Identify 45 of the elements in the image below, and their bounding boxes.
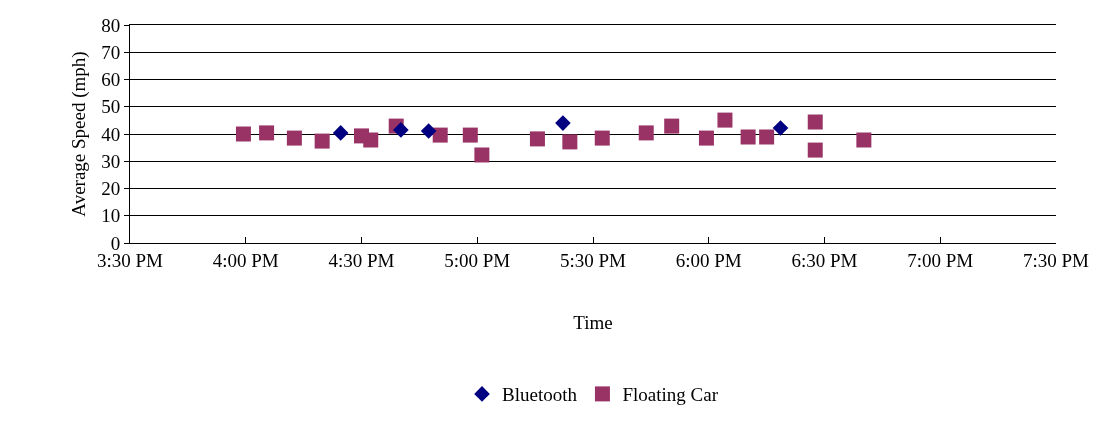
y-tick-label: 10	[101, 205, 121, 227]
x-tick-label: 7:00 PM	[907, 249, 974, 271]
y-tick-label: 20	[101, 178, 121, 200]
point	[856, 132, 872, 148]
point	[562, 134, 578, 150]
point	[432, 127, 448, 143]
legend-label: Bluetooth	[502, 384, 578, 406]
point	[286, 130, 302, 146]
point	[555, 115, 571, 131]
x-tick-label: 4:00 PM	[212, 249, 279, 271]
point	[420, 123, 437, 139]
point	[638, 125, 654, 141]
point	[363, 132, 379, 148]
y-tick-label: 80	[101, 14, 121, 36]
x-tick-label: 7:30 PM	[1023, 249, 1090, 271]
x-tick-label: 5:00 PM	[444, 249, 511, 271]
point	[235, 126, 251, 142]
legend-label: Floating Car	[622, 384, 719, 406]
point	[594, 130, 610, 146]
point	[393, 122, 409, 138]
y-tick-label: 30	[101, 150, 121, 172]
y-tick-label: 40	[101, 123, 121, 145]
x-axis-title: Time	[573, 311, 613, 333]
point	[759, 129, 775, 145]
y-axis-title: Average Speed (mph)	[68, 51, 91, 217]
point	[772, 120, 789, 136]
point	[259, 125, 275, 141]
point	[332, 125, 349, 141]
x-tick-label: 5:30 PM	[560, 249, 627, 271]
y-tick-label: 70	[101, 41, 121, 63]
y-tick-label: 50	[101, 96, 121, 118]
point	[698, 130, 714, 146]
x-tick-label: 4:30 PM	[328, 249, 395, 271]
y-tick-label: 60	[101, 69, 121, 91]
point	[807, 142, 823, 158]
point	[740, 129, 756, 145]
x-tick-label: 6:30 PM	[791, 249, 858, 271]
point	[664, 118, 680, 134]
point	[314, 133, 330, 149]
point	[807, 114, 823, 130]
point	[529, 131, 545, 147]
x-tick-label: 6:00 PM	[675, 249, 742, 271]
point	[474, 147, 490, 163]
point	[717, 112, 733, 128]
point	[462, 127, 478, 143]
